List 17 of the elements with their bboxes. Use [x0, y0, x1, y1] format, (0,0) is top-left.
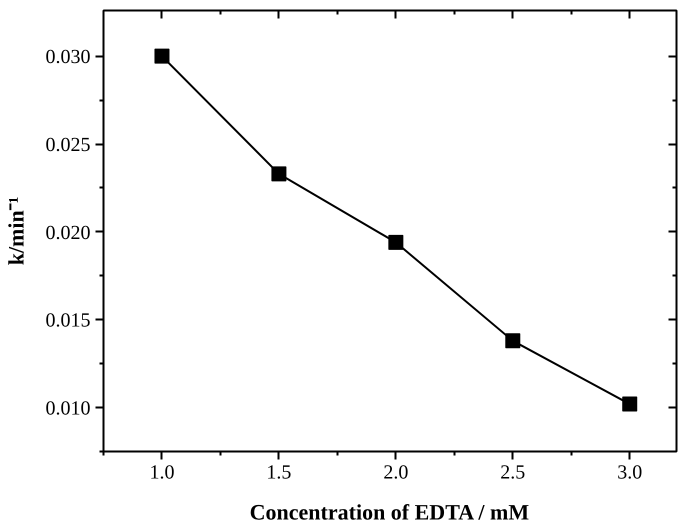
x-axis-title: Concentration of EDTA / mM — [250, 500, 530, 524]
x-tick-label: 3.0 — [617, 462, 642, 484]
x-tick-label: 2.0 — [383, 462, 408, 484]
y-tick-label: 0.010 — [46, 398, 90, 420]
x-tick-label: 1.5 — [266, 462, 292, 484]
x-tick-label: 2.5 — [500, 462, 526, 484]
point — [271, 166, 286, 182]
y-tick-label: 0.020 — [46, 222, 90, 244]
point — [622, 396, 638, 412]
y-tick-label: 0.030 — [46, 46, 90, 68]
y-tick-label: 0.015 — [46, 310, 90, 332]
y-axis-title: k/min⁻¹ — [4, 196, 28, 266]
x-tick-label: 1.0 — [149, 462, 174, 484]
y-tick-label: 0.025 — [46, 134, 90, 156]
point — [505, 333, 520, 348]
point — [388, 234, 404, 250]
point — [154, 48, 170, 64]
